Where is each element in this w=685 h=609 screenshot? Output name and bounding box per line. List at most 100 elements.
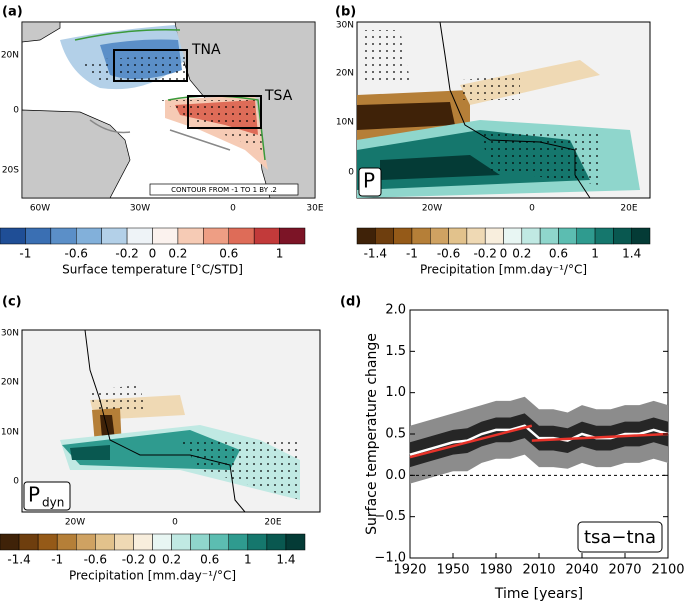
- lon-label: 0: [230, 204, 236, 214]
- colorbar-tick: 1: [244, 553, 252, 567]
- colorbar-tick: 1: [276, 247, 284, 261]
- colorbar-tick: 0.2: [162, 553, 181, 567]
- lat-label: 0: [348, 168, 354, 178]
- colorbar-swatch: [37, 533, 58, 551]
- panel-label: (a): [2, 5, 23, 20]
- colorbar-tick: -0.2: [115, 247, 138, 261]
- colorbar-tick: -1.4: [364, 247, 387, 261]
- colorbar-tick: -1: [19, 247, 31, 261]
- annotation: tsa−tna: [584, 527, 656, 548]
- region-label: TNA: [191, 42, 221, 58]
- colorbar-swatch: [356, 227, 376, 245]
- colorbar-tick: 1: [591, 247, 599, 261]
- panel-label: (b): [335, 5, 356, 20]
- tag: P: [363, 169, 375, 193]
- y-tick-label: 1.5: [385, 344, 406, 359]
- colorbar-swatch: [558, 227, 577, 245]
- colorbar-swatch: [594, 227, 614, 245]
- colorbar-swatch: [203, 227, 229, 245]
- lon-label: 60W: [30, 204, 50, 214]
- y-tick-label: 0.5: [385, 427, 406, 442]
- lat-label: 20N: [336, 69, 354, 79]
- colorbar-swatch: [247, 533, 268, 551]
- x-tick-label: 1920: [393, 563, 426, 578]
- colorbar-swatch: [375, 227, 394, 245]
- colorbar-swatch: [466, 227, 486, 245]
- colorbar-tick: 0.6: [200, 553, 219, 567]
- lat-label: 20N: [1, 378, 19, 388]
- x-tick-label: 2040: [565, 563, 598, 578]
- colorbar-label: Precipitation [mm.day⁻¹/°C]: [69, 569, 236, 583]
- lon-label: 30W: [130, 204, 150, 214]
- colorbar-tick: 0.2: [168, 247, 187, 261]
- colorbar-swatch: [152, 533, 172, 551]
- y-tick-label: −0.5: [374, 509, 406, 524]
- x-tick-label: 2100: [651, 563, 684, 578]
- lat-label: 10N: [336, 118, 354, 128]
- colorbar-tick: 0.6: [219, 247, 238, 261]
- lat-label: 30N: [1, 329, 19, 339]
- y-tick-label: 2.0: [385, 303, 406, 318]
- tag: P: [28, 483, 40, 507]
- colorbar-swatch: [484, 227, 504, 245]
- colorbar-swatch: [503, 227, 523, 245]
- lon-label: 20W: [65, 518, 85, 528]
- colorbar-swatch: [228, 227, 255, 245]
- colorbar-tick: 1.4: [276, 553, 295, 567]
- lon-label: 20E: [264, 518, 281, 528]
- colorbar-tick: -1: [406, 247, 418, 261]
- lon-label: 20W: [422, 204, 442, 214]
- panel-label: (c): [2, 295, 22, 310]
- contour-note: CONTOUR FROM -1 TO 1 BY .2: [171, 186, 277, 194]
- lat-label: 10N: [1, 428, 19, 438]
- colorbar-swatch: [101, 227, 128, 245]
- map-b: [356, 21, 651, 199]
- colorbar-swatch: [177, 227, 204, 245]
- colorbar-swatch: [0, 227, 26, 245]
- lon-label: 0: [529, 204, 535, 214]
- lon-label: 0: [172, 518, 178, 528]
- x-tick-label: 2010: [522, 563, 555, 578]
- colorbar-tick: -1: [51, 553, 63, 567]
- colorbar-tick: -0.2: [122, 553, 145, 567]
- colorbar-swatch: [56, 533, 77, 551]
- colorbar-swatch: [448, 227, 468, 245]
- tag-sub: dyn: [42, 496, 64, 510]
- colorbar-swatch: [576, 227, 596, 245]
- lat-label: 30N: [336, 21, 354, 31]
- lat-label: 20S: [2, 166, 19, 176]
- lon-label: 20E: [620, 204, 637, 214]
- colorbar-swatch: [76, 227, 102, 245]
- colorbar-tick: -0.6: [437, 247, 460, 261]
- colorbar-swatch: [521, 227, 541, 245]
- colorbar-swatch: [114, 533, 134, 551]
- colorbar-swatch: [539, 227, 559, 245]
- colorbar-swatch: [393, 227, 413, 245]
- colorbar-label: Surface temperature [°C/STD]: [62, 263, 243, 277]
- region-label: TSA: [264, 88, 293, 104]
- colorbar-tick: -1.4: [7, 553, 30, 567]
- colorbar-tick: 0.6: [549, 247, 568, 261]
- colorbar-swatch: [430, 227, 449, 245]
- colorbar-swatch: [126, 227, 153, 245]
- colorbar-tick: 0: [149, 553, 157, 567]
- y-tick-label: −1.0: [374, 551, 406, 566]
- lat-label: 0: [13, 477, 19, 487]
- colorbar-swatch: [266, 533, 287, 551]
- colorbar-swatch: [76, 533, 96, 551]
- series-line: [409, 424, 669, 456]
- colorbar-tick: 1.4: [622, 247, 641, 261]
- x-tick-label: 1980: [479, 563, 512, 578]
- y-tick-label: 0.0: [385, 468, 406, 483]
- colorbar-swatch: [411, 227, 431, 245]
- tag-box: [23, 481, 71, 511]
- colorbar-swatch: [95, 533, 115, 551]
- colorbar-swatch: [253, 227, 280, 245]
- x-tick-label: 1950: [436, 563, 469, 578]
- colorbar-swatch: [228, 533, 249, 551]
- colorbar-tick: 0.2: [512, 247, 531, 261]
- map-c: [21, 329, 321, 513]
- colorbar-tick: -0.2: [473, 247, 496, 261]
- colorbar-swatch: [279, 227, 306, 245]
